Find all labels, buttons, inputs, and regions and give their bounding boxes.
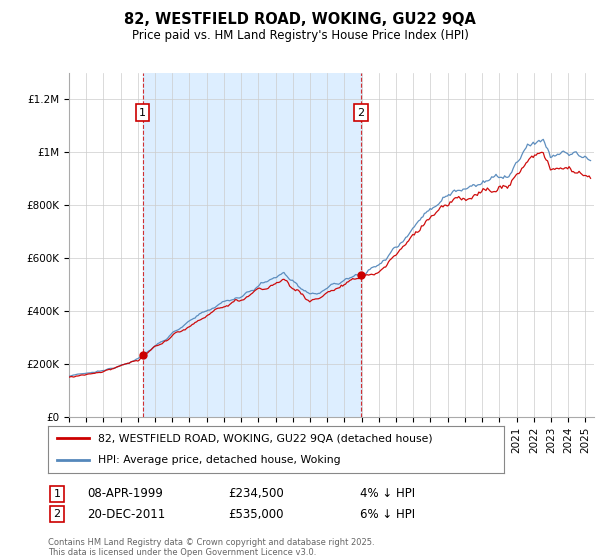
Bar	[143, 73, 361, 417]
Text: 08-APR-1999: 08-APR-1999	[87, 487, 163, 501]
Text: 82, WESTFIELD ROAD, WOKING, GU22 9QA (detached house): 82, WESTFIELD ROAD, WOKING, GU22 9QA (de…	[98, 433, 433, 444]
Text: HPI: Average price, detached house, Woking: HPI: Average price, detached house, Woki…	[98, 455, 341, 465]
Text: £535,000: £535,000	[228, 507, 284, 521]
Text: 1: 1	[53, 489, 61, 499]
Text: 82, WESTFIELD ROAD, WOKING, GU22 9QA: 82, WESTFIELD ROAD, WOKING, GU22 9QA	[124, 12, 476, 27]
Text: 6% ↓ HPI: 6% ↓ HPI	[360, 507, 415, 521]
Text: 4% ↓ HPI: 4% ↓ HPI	[360, 487, 415, 501]
Text: 2: 2	[53, 509, 61, 519]
Text: Price paid vs. HM Land Registry's House Price Index (HPI): Price paid vs. HM Land Registry's House …	[131, 29, 469, 42]
Text: £234,500: £234,500	[228, 487, 284, 501]
Text: 2: 2	[358, 108, 365, 118]
Text: 20-DEC-2011: 20-DEC-2011	[87, 507, 165, 521]
Text: 1: 1	[139, 108, 146, 118]
Text: Contains HM Land Registry data © Crown copyright and database right 2025.
This d: Contains HM Land Registry data © Crown c…	[48, 538, 374, 557]
